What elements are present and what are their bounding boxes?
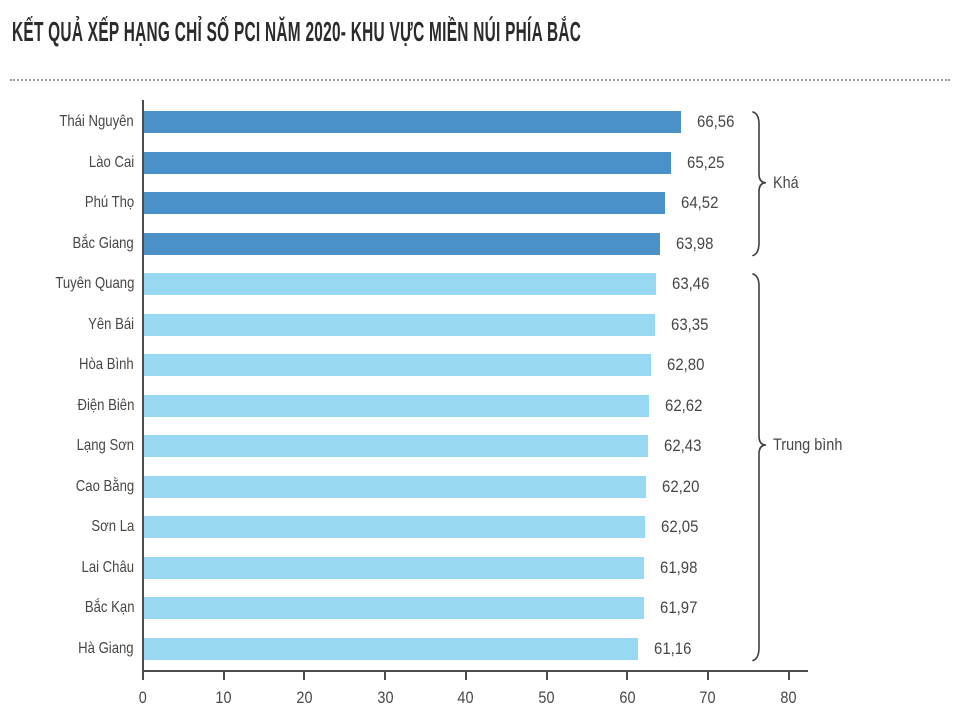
- page-title: KẾT QUẢ XẾP HẠNG CHỈ SỐ PCI NĂM 2020- KH…: [12, 16, 960, 48]
- group-label: Khá: [773, 172, 799, 192]
- x-tick-label: 80: [780, 688, 797, 707]
- value-label: 62,05: [661, 517, 699, 536]
- category-label: Lạng Sơn: [76, 437, 134, 454]
- x-tick: [384, 672, 387, 680]
- value-label: 66,56: [697, 112, 735, 131]
- value-label: 65,25: [687, 152, 725, 172]
- title-separator: [10, 79, 950, 81]
- bar: [144, 435, 648, 457]
- x-tick-label: 70: [699, 688, 716, 707]
- group-label: Trung bình: [773, 434, 843, 454]
- bar: [144, 516, 645, 538]
- x-tick: [142, 672, 144, 680]
- category-label: Điện Biên: [77, 396, 134, 414]
- category-label: Thái Nguyên: [59, 113, 134, 130]
- category-label: Phú Thọ: [84, 194, 134, 211]
- category-label: Lai Châu: [81, 558, 134, 576]
- value-label: 63,35: [671, 314, 709, 334]
- category-label: Tuyên Quang: [54, 275, 134, 292]
- value-label: 62,43: [664, 436, 702, 455]
- bar: [144, 273, 656, 295]
- x-tick-label: 30: [377, 688, 394, 707]
- x-tick: [626, 672, 629, 680]
- bar: [144, 637, 638, 660]
- x-tick: [706, 672, 709, 680]
- value-label: 63,98: [676, 233, 714, 253]
- x-tick-label: 0: [138, 688, 148, 707]
- x-tick: [222, 672, 225, 680]
- value-label: 62,62: [665, 395, 703, 415]
- category-label: Lào Cai: [88, 153, 134, 171]
- category-label: Yên Bái: [88, 315, 134, 333]
- category-label: Hòa Bình: [79, 356, 134, 373]
- value-label: 61,98: [660, 557, 698, 577]
- category-label: Bắc Giang: [72, 234, 134, 252]
- bar: [144, 151, 671, 174]
- x-tick: [545, 672, 548, 680]
- value-label: 63,46: [672, 274, 710, 293]
- x-tick: [464, 672, 467, 680]
- bar: [144, 354, 651, 376]
- x-tick-label: 10: [215, 688, 232, 707]
- x-tick: [787, 672, 790, 680]
- y-axis-line: [142, 100, 144, 670]
- category-label: Hà Giang: [78, 639, 134, 657]
- page-title-text: KẾT QUẢ XẾP HẠNG CHỈ SỐ PCI NĂM 2020- KH…: [12, 16, 582, 47]
- value-label: 61,97: [660, 598, 698, 617]
- category-label: Bắc Kạn: [84, 599, 134, 616]
- group-bracket: [752, 273, 767, 662]
- bar: [144, 475, 646, 498]
- x-tick-label: 20: [296, 688, 313, 707]
- bar: [144, 394, 649, 417]
- x-tick-label: 50: [538, 688, 555, 707]
- bar: [144, 111, 681, 133]
- x-axis-line: [142, 670, 808, 672]
- value-label: 62,80: [667, 355, 705, 374]
- x-tick-label: 60: [619, 688, 636, 707]
- bar: [144, 556, 644, 579]
- bar: [144, 313, 655, 336]
- category-label: Sơn La: [91, 518, 134, 535]
- category-label: Cao Bằng: [75, 477, 134, 495]
- x-tick: [303, 672, 306, 680]
- value-label: 62,20: [662, 476, 700, 496]
- value-label: 64,52: [681, 193, 719, 212]
- group-bracket: [752, 111, 767, 257]
- value-label: 61,16: [654, 638, 692, 658]
- x-tick-label: 40: [457, 688, 474, 707]
- bar: [144, 232, 660, 255]
- bar: [144, 597, 644, 619]
- bar: [144, 192, 665, 214]
